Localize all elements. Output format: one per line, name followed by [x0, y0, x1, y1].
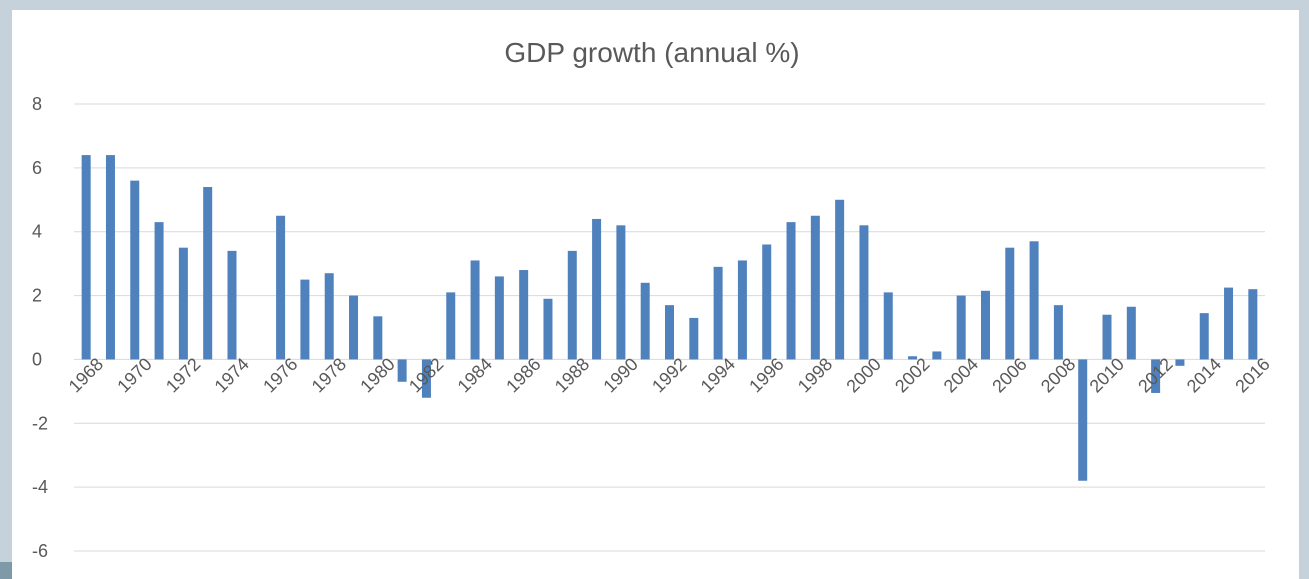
bar-1978 [324, 273, 334, 360]
chart-title: GDP growth (annual %) [504, 37, 799, 68]
bar-2013 [1175, 359, 1185, 366]
bar-1976 [276, 215, 286, 360]
x-tick-label: 2006 [988, 354, 1030, 396]
bar-2016 [1248, 289, 1258, 360]
bar-1998 [810, 215, 820, 360]
bar-1973 [203, 187, 213, 360]
x-tick-label: 1978 [308, 354, 350, 396]
bar-1989 [592, 218, 602, 360]
bar-2012 [1151, 359, 1161, 393]
bar-2014 [1199, 313, 1209, 360]
bar-2002 [908, 356, 918, 360]
y-tick-label: -6 [32, 541, 48, 561]
bar-1994 [713, 266, 723, 360]
bar-2001 [883, 292, 893, 360]
bar-1980 [373, 316, 383, 360]
bar-2009 [1078, 359, 1088, 481]
y-tick-label: 4 [32, 222, 42, 242]
x-tick-label: 1970 [113, 354, 155, 396]
bar-1997 [786, 222, 796, 360]
bar-2011 [1126, 306, 1136, 360]
x-tick-label: 2010 [1086, 354, 1128, 396]
x-tick-label: 2016 [1231, 354, 1273, 396]
x-tick-label: 1998 [794, 354, 836, 396]
bar-1979 [349, 295, 359, 360]
y-tick-label: 2 [32, 286, 42, 306]
x-tick-label: 1988 [551, 354, 593, 396]
x-tick-label: 1980 [356, 354, 398, 396]
y-tick-label: 6 [32, 158, 42, 178]
y-tick-label: -4 [32, 477, 48, 497]
bar-2005 [980, 290, 990, 360]
bar-1970 [130, 180, 140, 360]
bar-1985 [494, 276, 504, 360]
bar-1991 [640, 282, 650, 360]
x-tick-label: 1968 [65, 354, 107, 396]
bar-1988 [567, 250, 577, 360]
frame-corner-accent [0, 562, 12, 579]
bar-2006 [1005, 247, 1015, 360]
bar-1993 [689, 317, 699, 360]
x-tick-label: 1996 [745, 354, 787, 396]
x-tick-label: 1992 [648, 354, 690, 396]
bar-1981 [397, 359, 407, 382]
bar-1987 [543, 298, 553, 360]
x-tick-label: 1994 [697, 354, 739, 396]
x-tick-label: 2014 [1183, 354, 1225, 396]
x-tick-label: 1984 [454, 354, 496, 396]
y-tick-label: -2 [32, 413, 48, 433]
bar-2003 [932, 351, 942, 360]
bar-1974 [227, 250, 237, 360]
bar-1972 [178, 247, 188, 360]
bar-1996 [762, 244, 772, 360]
bar-1992 [665, 305, 674, 360]
bar-1999 [835, 199, 845, 360]
bar-2000 [859, 225, 869, 360]
bar-2010 [1102, 314, 1112, 360]
x-tick-label: 1986 [502, 354, 544, 396]
x-tick-label: 1974 [211, 354, 253, 396]
x-tick-label: 1990 [599, 354, 641, 396]
x-tick-label: 2008 [1037, 354, 1079, 396]
bar-2015 [1224, 287, 1234, 360]
y-tick-label: 8 [32, 94, 42, 114]
x-tick-label: 1976 [259, 354, 301, 396]
bar-1971 [154, 222, 164, 360]
bar-1982 [421, 359, 431, 398]
bar-1983 [446, 292, 456, 360]
x-tick-label: 2004 [940, 354, 982, 396]
chart-frame: GDP growth (annual %) -6 -4 -2 0 2 4 6 8 1968 19… [12, 10, 1299, 579]
bar-1969 [105, 155, 115, 360]
y-tick-label: 0 [32, 349, 42, 369]
bar-1977 [300, 279, 310, 360]
bar-1984 [470, 260, 480, 360]
bar-1995 [737, 260, 747, 360]
bar-2007 [1029, 241, 1039, 360]
bar-2004 [956, 295, 966, 360]
x-tick-label: 2002 [891, 354, 933, 396]
x-tick-label: 1972 [162, 354, 204, 396]
x-tick-label: 2000 [842, 354, 884, 396]
bar-1990 [616, 225, 626, 360]
bar-2008 [1053, 305, 1063, 360]
bar-1986 [519, 270, 529, 360]
bar-1968 [81, 155, 91, 360]
